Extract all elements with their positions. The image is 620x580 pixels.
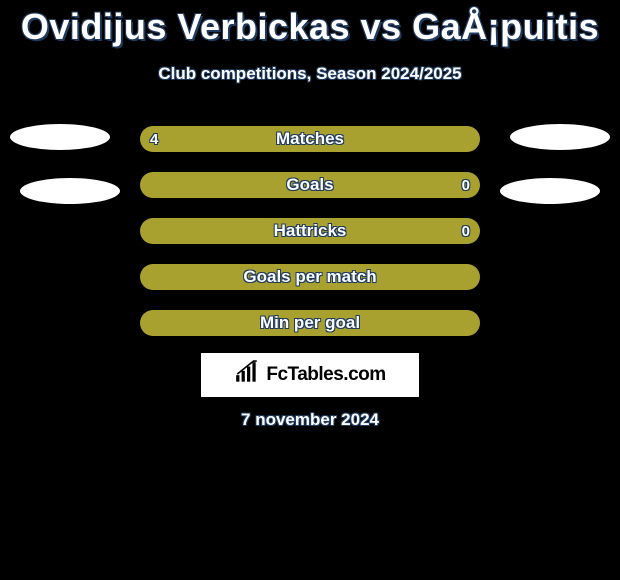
brand-box: FcTables.com <box>201 353 419 397</box>
stat-row-goals: 0 Goals <box>0 172 620 198</box>
bar-fill-left <box>140 172 480 198</box>
stat-bar: 4 Matches <box>140 126 480 152</box>
stat-row-goals-per-match: Goals per match <box>0 264 620 290</box>
stat-bar: 0 Hattricks <box>140 218 480 244</box>
subtitle: Club competitions, Season 2024/2025 <box>0 64 620 84</box>
stat-row-min-per-goal: Min per goal <box>0 310 620 336</box>
date-text: 7 november 2024 <box>0 410 620 430</box>
stat-bar: Goals per match <box>140 264 480 290</box>
bar-fill-left <box>140 218 480 244</box>
bar-fill-left <box>140 126 480 152</box>
page-title: Ovidijus Verbickas vs GaÅ¡puitis <box>0 6 620 48</box>
bar-fill-left <box>140 310 480 336</box>
stat-bar: 0 Goals <box>140 172 480 198</box>
stat-row-hattricks: 0 Hattricks <box>0 218 620 244</box>
comparison-infographic: Ovidijus Verbickas vs GaÅ¡puitis Club co… <box>0 0 620 580</box>
stat-bar: Min per goal <box>140 310 480 336</box>
bar-fill-left <box>140 264 480 290</box>
stat-row-matches: 4 Matches <box>0 126 620 152</box>
brand-text: FcTables.com <box>266 364 385 386</box>
chart-icon <box>234 360 260 391</box>
